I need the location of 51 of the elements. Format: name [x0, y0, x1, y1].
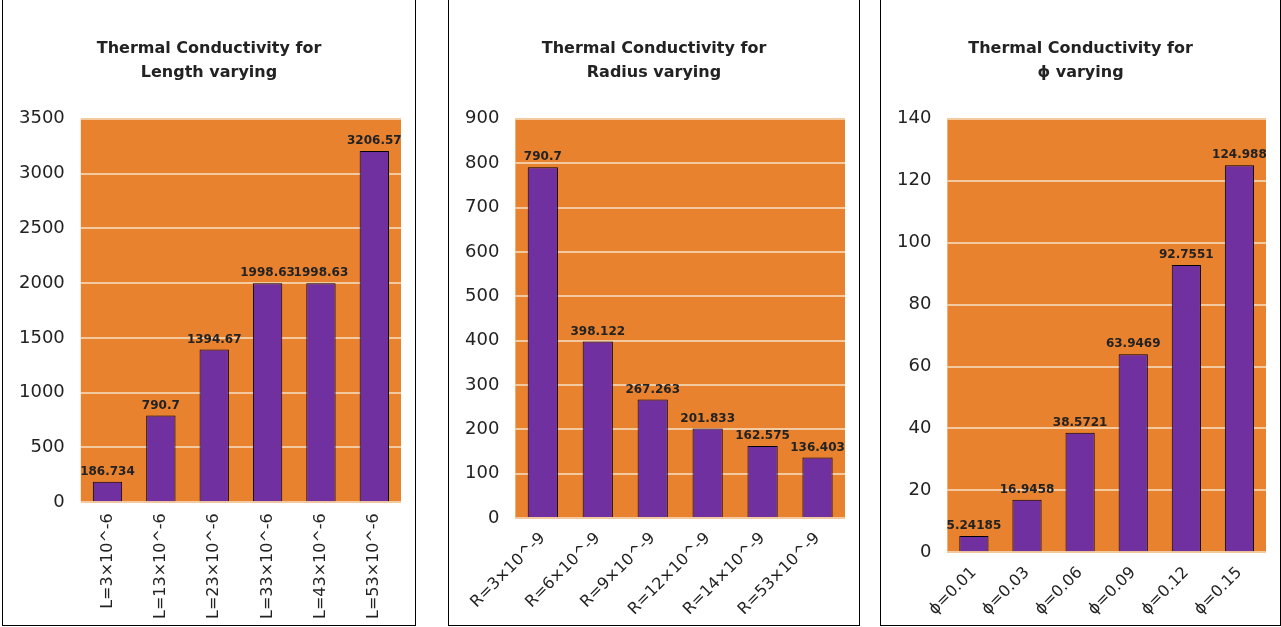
x-tick-label: L=53×10^-6 — [363, 513, 383, 620]
x-tick-label: L=33×10^-6 — [256, 513, 276, 620]
data-label: 92.7551 — [1159, 247, 1214, 262]
y-tick-label: 0 — [487, 505, 500, 527]
data-label: 3206.57 — [346, 133, 402, 148]
y-tick-label: 800 — [465, 150, 500, 172]
y-tick-label: 900 — [465, 106, 500, 128]
data-label: 162.575 — [735, 428, 790, 443]
y-tick-label: 1500 — [19, 325, 65, 347]
data-label: 790.7 — [141, 397, 180, 412]
chart-title: Thermal Conductivity for Radius varying — [540, 37, 768, 83]
y-tick-label: 300 — [465, 372, 500, 394]
data-label: 186.734 — [80, 463, 135, 478]
data-label: 1998.63 — [240, 265, 295, 280]
x-tick-label: L=43×10^-6 — [310, 513, 330, 620]
y-tick-label: 500 — [30, 435, 65, 457]
y-tick-label: 2000 — [19, 270, 65, 292]
y-tick-label: 600 — [465, 239, 500, 261]
data-label: 124.988 — [1212, 147, 1267, 162]
y-tick-label: 80 — [908, 292, 932, 314]
x-tick-label: L=13×10^-6 — [150, 513, 170, 620]
data-label: 201.833 — [680, 410, 735, 425]
chart-title: Thermal Conductivity for ϕ varying — [967, 37, 1194, 83]
y-tick-label: 60 — [908, 354, 932, 376]
y-tick-label: 2500 — [19, 216, 65, 238]
y-tick-label: 3000 — [19, 161, 65, 183]
y-tick-label: 1000 — [19, 380, 65, 402]
data-label: 267.263 — [625, 381, 681, 396]
data-label: 1998.63 — [293, 265, 349, 280]
x-tick-label: L=3×10^-6 — [96, 513, 116, 609]
y-tick-label: 120 — [897, 168, 932, 190]
data-label: 63.9469 — [1105, 336, 1161, 351]
y-tick-label: 3500 — [19, 106, 65, 128]
data-label: 38.5721 — [1052, 414, 1108, 429]
y-tick-label: 500 — [465, 283, 500, 305]
y-tick-label: 700 — [465, 195, 500, 217]
y-tick-label: 20 — [908, 478, 932, 500]
data-label: 790.7 — [523, 149, 562, 164]
y-tick-label: 200 — [465, 417, 500, 438]
data-label: 398.122 — [570, 323, 626, 338]
x-tick-label: L=23×10^-6 — [203, 513, 223, 620]
y-tick-label: 140 — [897, 106, 932, 128]
y-tick-label: 100 — [465, 461, 500, 483]
data-label: 5.24185 — [946, 518, 1002, 533]
chart-title: Thermal Conductivity for Length varying — [95, 37, 323, 83]
y-tick-label: 0 — [919, 539, 932, 561]
y-tick-label: 40 — [908, 416, 932, 438]
y-tick-label: 100 — [897, 230, 932, 252]
y-tick-label: 0 — [53, 489, 65, 511]
y-tick-label: 400 — [465, 328, 500, 350]
data-label: 136.403 — [790, 439, 845, 454]
